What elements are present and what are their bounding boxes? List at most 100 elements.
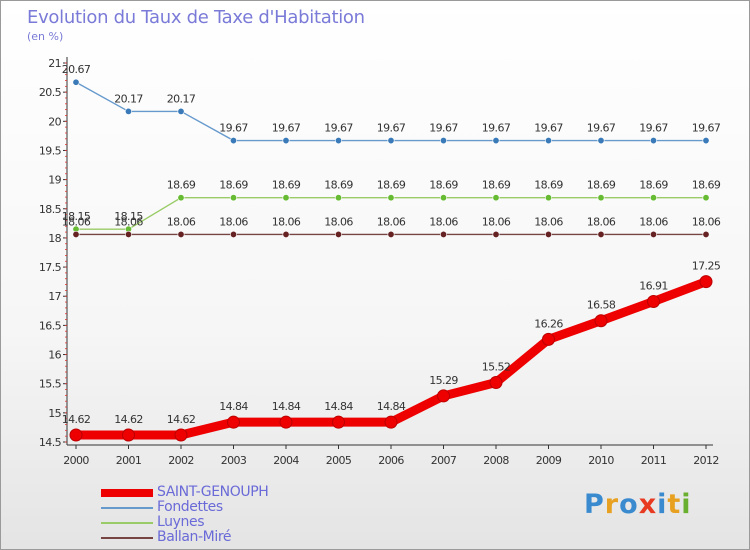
data-label-luynes: 18.69 bbox=[272, 179, 301, 192]
data-point-saint-genouph bbox=[699, 275, 713, 289]
data-label-saint-genouph: 16.26 bbox=[534, 317, 563, 330]
data-label-luynes: 18.69 bbox=[482, 179, 511, 192]
logo-letter: x bbox=[638, 489, 658, 520]
data-label-luynes: 18.15 bbox=[114, 210, 143, 223]
data-label-ballan-mir-: 18.06 bbox=[324, 215, 353, 228]
data-point-fondettes bbox=[387, 137, 395, 145]
y-tick-label: 17 bbox=[48, 290, 61, 303]
data-label-saint-genouph: 16.58 bbox=[587, 299, 616, 312]
data-label-saint-genouph: 14.62 bbox=[167, 413, 196, 426]
data-point-fondettes bbox=[230, 137, 238, 145]
legend-label: Luynes bbox=[157, 514, 205, 530]
logo-letter: t bbox=[667, 489, 682, 520]
x-tick-label: 2012 bbox=[693, 454, 719, 467]
data-point-ballan-mir- bbox=[702, 230, 710, 238]
y-tick-label: 14.5 bbox=[39, 436, 62, 449]
y-tick-label: 21 bbox=[48, 57, 61, 70]
data-point-fondettes bbox=[702, 137, 710, 145]
data-point-fondettes bbox=[492, 137, 500, 145]
data-point-fondettes bbox=[439, 137, 447, 145]
legend-label: Ballan-Miré bbox=[157, 529, 232, 545]
data-point-fondettes bbox=[125, 107, 133, 115]
x-tick-label: 2006 bbox=[378, 454, 404, 467]
data-point-fondettes bbox=[597, 137, 605, 145]
data-label-luynes: 18.69 bbox=[219, 179, 248, 192]
data-point-fondettes bbox=[282, 137, 290, 145]
data-point-luynes bbox=[702, 194, 710, 202]
data-label-saint-genouph: 16.91 bbox=[639, 279, 668, 292]
data-point-ballan-mir- bbox=[334, 230, 342, 238]
data-label-saint-genouph: 14.84 bbox=[272, 400, 301, 413]
x-tick-label: 2003 bbox=[221, 454, 247, 467]
data-point-ballan-mir- bbox=[649, 230, 657, 238]
y-tick-label: 18 bbox=[48, 232, 61, 245]
data-point-ballan-mir- bbox=[230, 230, 238, 238]
data-point-ballan-mir- bbox=[177, 230, 185, 238]
data-point-ballan-mir- bbox=[439, 230, 447, 238]
data-label-fondettes: 20.17 bbox=[167, 92, 196, 105]
data-label-fondettes: 19.67 bbox=[324, 122, 353, 135]
legend-label: SAINT-GENOUPH bbox=[157, 484, 269, 500]
y-tick-label: 19.5 bbox=[39, 144, 62, 157]
data-label-ballan-mir-: 18.06 bbox=[114, 215, 143, 228]
logo-letter: i bbox=[657, 489, 668, 520]
x-tick-label: 2011 bbox=[641, 454, 667, 467]
data-point-saint-genouph bbox=[384, 415, 398, 429]
data-label-luynes: 18.15 bbox=[62, 210, 91, 223]
x-tick-label: 2009 bbox=[536, 454, 562, 467]
data-label-ballan-mir-: 18.06 bbox=[377, 215, 406, 228]
logo-letter: o bbox=[619, 489, 639, 520]
data-point-fondettes bbox=[649, 137, 657, 145]
data-point-ballan-mir- bbox=[282, 230, 290, 238]
x-tick-label: 2008 bbox=[483, 454, 509, 467]
data-point-saint-genouph bbox=[332, 415, 345, 429]
data-label-luynes: 18.69 bbox=[324, 179, 353, 192]
data-label-fondettes: 19.67 bbox=[534, 122, 563, 135]
data-label-luynes: 18.69 bbox=[692, 179, 721, 192]
data-point-saint-genouph bbox=[542, 332, 555, 346]
data-point-luynes bbox=[597, 194, 605, 202]
data-label-luynes: 18.69 bbox=[167, 179, 196, 192]
data-point-luynes bbox=[282, 194, 290, 202]
legend-label: Fondettes bbox=[157, 499, 223, 515]
data-label-ballan-mir-: 18.06 bbox=[272, 215, 301, 228]
data-point-luynes bbox=[492, 194, 500, 202]
x-tick-label: 2004 bbox=[273, 454, 299, 467]
data-point-luynes bbox=[544, 194, 552, 202]
data-label-fondettes: 19.67 bbox=[692, 122, 721, 135]
data-label-saint-genouph: 14.84 bbox=[219, 400, 248, 413]
data-point-saint-genouph bbox=[69, 428, 83, 442]
data-point-saint-genouph bbox=[174, 428, 188, 442]
y-tick-label: 17.5 bbox=[39, 261, 62, 274]
y-tick-label: 15 bbox=[48, 407, 61, 420]
data-point-luynes bbox=[387, 194, 395, 202]
data-label-saint-genouph: 15.52 bbox=[482, 361, 511, 374]
data-point-fondettes bbox=[334, 137, 342, 145]
logo-letter: i bbox=[681, 489, 692, 520]
data-label-ballan-mir-: 18.06 bbox=[429, 215, 458, 228]
data-label-saint-genouph: 15.29 bbox=[429, 374, 458, 387]
data-label-ballan-mir-: 18.06 bbox=[482, 215, 511, 228]
legend: SAINT-GENOUPH Fondettes Luynes Ballan-Miré bbox=[101, 484, 269, 545]
x-tick-label: 2000 bbox=[63, 454, 89, 467]
y-tick-label: 16 bbox=[48, 349, 61, 362]
data-point-saint-genouph bbox=[647, 294, 660, 308]
data-point-ballan-mir- bbox=[72, 230, 80, 238]
data-point-luynes bbox=[334, 194, 342, 202]
data-label-ballan-mir-: 18.06 bbox=[534, 215, 563, 228]
data-label-saint-genouph: 14.62 bbox=[62, 413, 91, 426]
data-point-saint-genouph bbox=[279, 415, 293, 429]
data-point-luynes bbox=[439, 194, 447, 202]
data-label-luynes: 18.69 bbox=[639, 179, 668, 192]
data-point-ballan-mir- bbox=[544, 230, 552, 238]
data-label-fondettes: 19.67 bbox=[587, 122, 616, 135]
legend-item-fondettes: Fondettes bbox=[101, 500, 268, 515]
proxiti-logo: Proxiti bbox=[584, 489, 692, 520]
data-point-saint-genouph bbox=[437, 389, 450, 403]
data-label-luynes: 18.69 bbox=[534, 179, 563, 192]
data-label-saint-genouph: 14.62 bbox=[114, 413, 143, 426]
data-point-saint-genouph bbox=[122, 428, 135, 442]
data-point-fondettes bbox=[544, 137, 552, 145]
